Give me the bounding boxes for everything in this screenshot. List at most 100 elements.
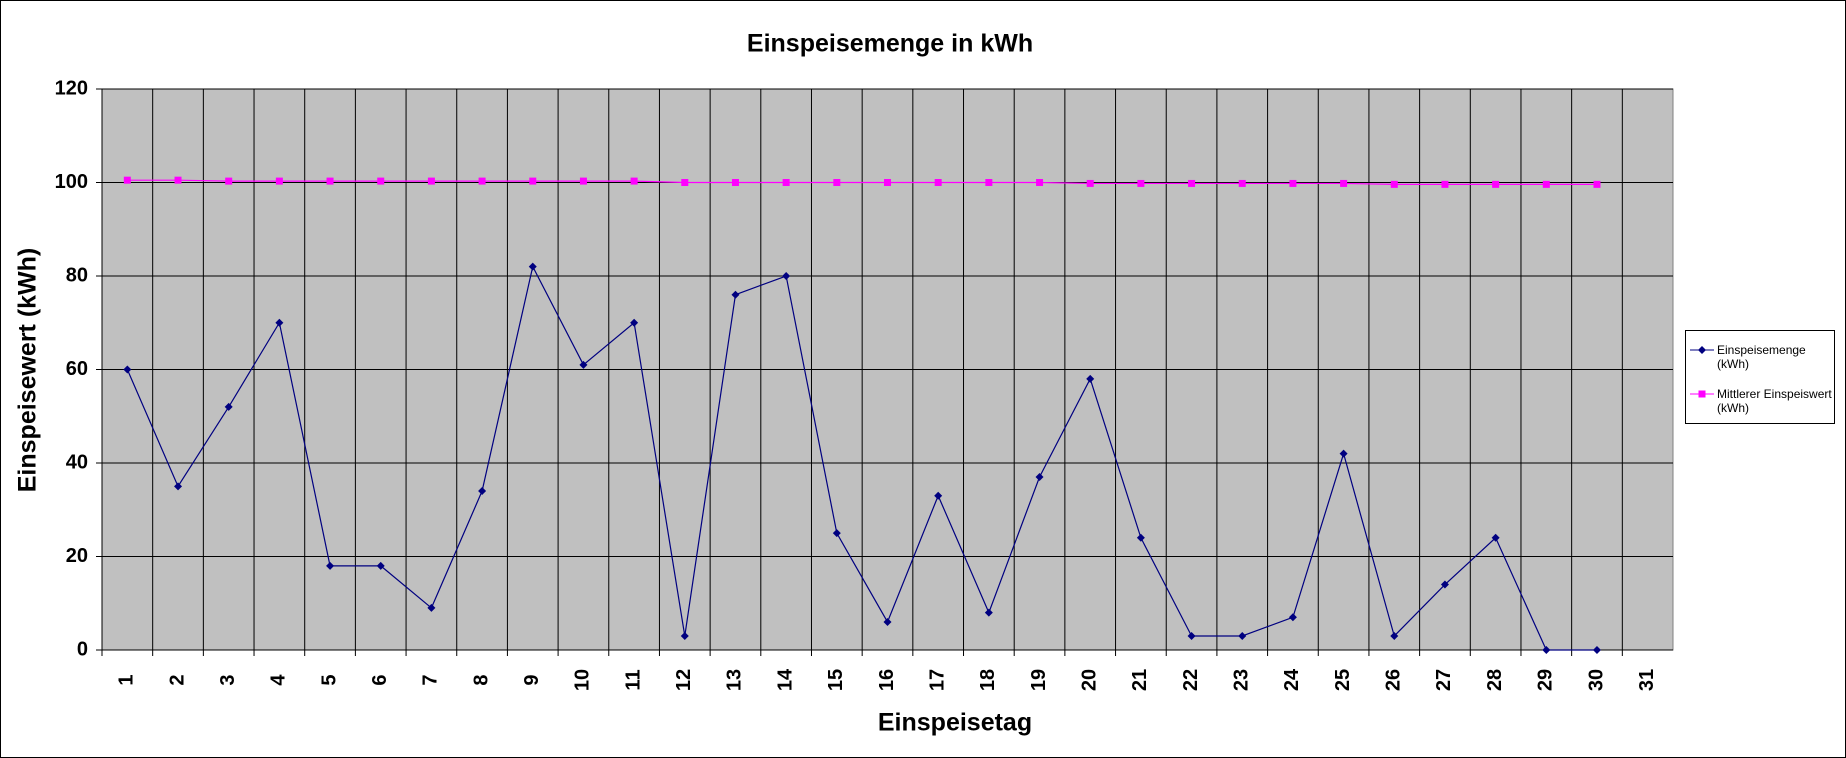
point xyxy=(376,561,385,570)
x-tick-label: 27 xyxy=(1433,669,1455,691)
x-tick-label: 1 xyxy=(116,674,138,685)
point xyxy=(224,402,233,411)
point xyxy=(985,179,993,186)
point xyxy=(326,561,335,570)
legend: Einspeisemenge (kWh) Mittlerer Einspeiswe… xyxy=(1685,330,1835,424)
chart-title: Einspeisemenge in kWh xyxy=(747,30,1033,58)
point xyxy=(1492,180,1500,188)
point xyxy=(275,177,283,185)
point xyxy=(1390,631,1399,640)
x-tick-label: 9 xyxy=(521,674,543,685)
point xyxy=(1188,179,1196,187)
point xyxy=(680,631,689,640)
point xyxy=(832,529,841,538)
x-axis-label: Einspeisetag xyxy=(878,709,1032,737)
x-tick-label: 26 xyxy=(1383,669,1405,691)
x-tick-label: 30 xyxy=(1585,669,1607,691)
x-tick-label: 4 xyxy=(268,674,290,686)
point xyxy=(1137,179,1145,187)
legend-item: Mittlerer Einspeiswert (kWh) xyxy=(1690,387,1834,415)
x-tick-label: 29 xyxy=(1535,669,1557,691)
x-tick-label: 24 xyxy=(1281,668,1303,691)
point xyxy=(630,318,639,327)
y-tick-label: 80 xyxy=(66,264,88,286)
x-tick-label: 15 xyxy=(825,669,847,691)
point xyxy=(427,177,435,185)
point xyxy=(1593,180,1601,188)
x-tick-label: 8 xyxy=(470,674,492,685)
point xyxy=(1698,346,1706,354)
point xyxy=(377,177,385,185)
legend-item: Einspeisemenge (kWh) xyxy=(1690,343,1834,371)
point xyxy=(833,179,841,186)
x-tick-label: 17 xyxy=(926,669,948,691)
x-tick-label: 16 xyxy=(876,669,898,691)
point xyxy=(883,617,892,626)
point xyxy=(123,365,132,374)
point xyxy=(427,603,436,612)
point xyxy=(326,177,334,185)
x-tick-label: 12 xyxy=(673,669,695,691)
point xyxy=(984,608,993,617)
x-tick-label: 28 xyxy=(1484,669,1506,691)
y-tick-label: 0 xyxy=(77,638,88,660)
x-tick-label: 5 xyxy=(318,674,340,685)
legend-label: Mittlerer Einspeiswert (kWh) xyxy=(1717,387,1832,415)
point xyxy=(630,177,638,185)
point xyxy=(1339,449,1348,458)
point xyxy=(1491,533,1500,542)
x-tick-label: 11 xyxy=(622,669,644,690)
point xyxy=(174,176,182,184)
legend-swatch xyxy=(1690,390,1714,398)
point xyxy=(1440,580,1449,589)
x-tick-label: 19 xyxy=(1028,669,1050,691)
y-tick-label: 20 xyxy=(66,545,88,567)
point xyxy=(1340,179,1348,187)
point xyxy=(681,179,689,186)
point xyxy=(529,177,537,185)
x-tick-label: 31 xyxy=(1636,669,1658,691)
point xyxy=(782,179,790,186)
x-tick-label: 25 xyxy=(1332,669,1354,691)
series-line xyxy=(126,264,1597,651)
legend-swatch xyxy=(1690,346,1714,354)
point xyxy=(1136,533,1145,542)
point xyxy=(1289,179,1297,187)
point xyxy=(934,179,942,186)
x-tick-label: 7 xyxy=(420,674,442,685)
x-tick-label: 22 xyxy=(1180,669,1202,691)
y-tick-label: 40 xyxy=(66,451,88,473)
legend-label: Einspeisemenge (kWh) xyxy=(1717,343,1806,371)
point xyxy=(579,177,587,185)
point xyxy=(1238,631,1247,640)
point xyxy=(782,272,791,280)
y-tick-label: 120 xyxy=(55,77,88,99)
point xyxy=(1542,646,1551,654)
x-tick-label: 6 xyxy=(369,674,391,685)
point xyxy=(1187,631,1196,640)
x-tick-label: 23 xyxy=(1231,669,1253,691)
x-tick-label: 2 xyxy=(166,674,188,685)
point xyxy=(1441,180,1449,188)
y-axis-label: Einspeisewert (kWh) xyxy=(14,248,42,493)
point xyxy=(1698,390,1706,398)
point xyxy=(528,262,537,271)
x-tick-label: 3 xyxy=(217,674,239,685)
x-tick-label: 13 xyxy=(724,669,746,691)
series-line xyxy=(127,179,1597,185)
y-tick-label: 60 xyxy=(66,358,88,380)
point xyxy=(123,176,131,184)
point xyxy=(1035,473,1044,482)
point xyxy=(1592,646,1601,654)
point xyxy=(731,179,739,186)
point xyxy=(225,177,233,185)
point xyxy=(1036,179,1044,186)
point xyxy=(1390,180,1398,188)
point xyxy=(1238,179,1246,187)
point xyxy=(884,179,891,186)
point xyxy=(1288,613,1297,622)
y-tick-label: 100 xyxy=(55,171,88,193)
point xyxy=(1086,374,1095,383)
